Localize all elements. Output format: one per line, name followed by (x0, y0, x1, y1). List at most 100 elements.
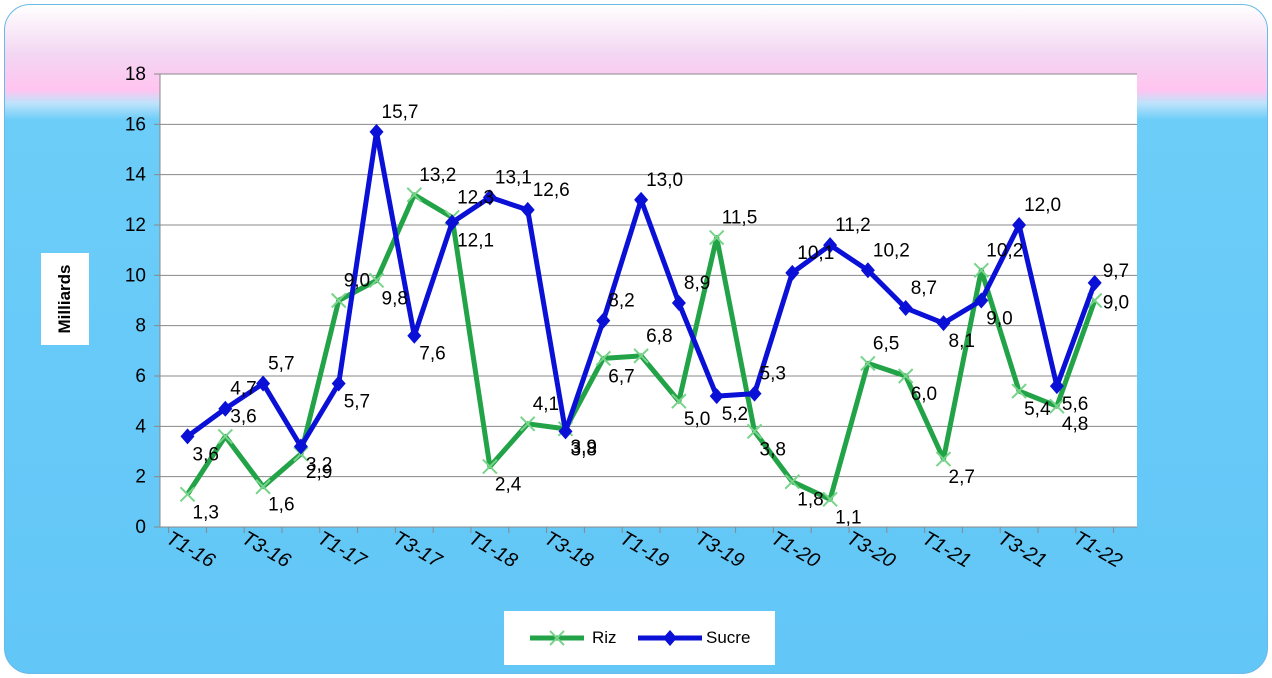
data-label: 10,2 (873, 240, 910, 261)
legend-swatch-sucre (638, 630, 702, 646)
data-label: 12,1 (457, 230, 494, 251)
data-label: 5,7 (268, 354, 294, 375)
x-tick-label: T1-16 (162, 527, 219, 573)
data-label: 8,1 (949, 331, 975, 352)
data-point (709, 388, 724, 405)
data-label: 6,7 (608, 366, 634, 387)
data-point (1012, 217, 1027, 233)
data-point (936, 315, 951, 332)
legend-item-riz: Riz (528, 625, 638, 651)
data-point (822, 491, 838, 508)
data-point (898, 300, 913, 317)
y-tick-label: 18 (125, 64, 146, 85)
data-point (520, 201, 535, 218)
data-label: 9,0 (986, 309, 1012, 330)
data-label: 3,8 (760, 439, 786, 460)
data-point (407, 327, 422, 344)
data-label: 2,9 (306, 462, 332, 483)
data-label: 6,5 (873, 333, 899, 354)
data-label: 12,6 (533, 180, 570, 201)
legend-label-riz: Riz (592, 628, 617, 647)
data-label: 12,0 (1024, 195, 1061, 216)
data-point (406, 187, 423, 203)
data-point (369, 123, 384, 140)
data-label: 10,2 (986, 240, 1023, 261)
data-point (897, 368, 914, 384)
data-label: 8,9 (684, 273, 710, 294)
x-tick-label: T1-18 (465, 527, 521, 572)
data-point (179, 486, 196, 502)
data-label: 13,1 (495, 167, 532, 188)
data-label: 5,6 (1062, 394, 1088, 415)
data-point (255, 479, 271, 495)
data-point (595, 350, 612, 367)
y-tick-label: 4 (135, 416, 146, 437)
legend-item-sucre: Sucre (636, 625, 766, 651)
data-label: 2,7 (949, 467, 975, 488)
data-point (293, 438, 308, 455)
data-label: 5,4 (1024, 399, 1051, 420)
data-point (218, 400, 233, 417)
data-label: 10,1 (797, 243, 834, 264)
data-point (860, 262, 875, 279)
data-label: 6,0 (911, 384, 937, 405)
legend-swatch-riz (530, 630, 584, 646)
data-label: 9,0 (1103, 293, 1129, 314)
y-tick-label: 2 (135, 467, 146, 488)
x-tick-label: T3-18 (540, 527, 596, 572)
x-tick-label: T3-16 (238, 527, 295, 573)
data-label: 4,1 (533, 394, 559, 415)
data-point (974, 292, 989, 309)
data-label: 15,7 (382, 102, 419, 123)
data-label: 8,7 (911, 278, 937, 299)
data-point (746, 423, 763, 440)
x-tick-label: T3-21 (994, 527, 1050, 572)
data-point (596, 312, 611, 329)
data-point (330, 292, 347, 309)
x-tick-label: T1-17 (314, 527, 371, 573)
x-tick-label: T3-17 (389, 527, 446, 573)
data-label: 1,3 (193, 502, 219, 523)
y-tick-label: 8 (135, 316, 146, 337)
y-tick-label: 10 (125, 265, 146, 286)
data-label: 13,0 (646, 170, 683, 191)
data-point (558, 423, 573, 440)
data-point (784, 473, 801, 490)
y-tick-label: 6 (135, 366, 146, 387)
data-label: 3,8 (571, 439, 597, 460)
data-point (1011, 383, 1027, 399)
y-tick-label: 12 (125, 215, 146, 236)
data-label: 2,4 (495, 475, 522, 496)
series-line-sucre (186, 129, 1098, 449)
data-point (823, 237, 838, 254)
data-label: 5,7 (344, 392, 370, 413)
data-point (445, 214, 460, 231)
data-point (634, 191, 649, 208)
data-point (935, 451, 952, 467)
data-label: 8,2 (608, 291, 634, 312)
data-label: 3,9 (571, 437, 597, 458)
data-label: 3,6 (230, 406, 256, 427)
data-label: 1,8 (797, 490, 823, 511)
data-point (217, 428, 234, 445)
legend: Riz Sucre (504, 611, 775, 665)
data-point (368, 272, 385, 289)
data-label: 11,2 (835, 215, 871, 236)
data-label: 3,6 (193, 444, 219, 465)
data-label: 7,6 (419, 344, 445, 365)
data-point (671, 295, 686, 312)
y-tick-label: 14 (125, 165, 147, 186)
x-tick-label: T3-19 (692, 527, 748, 572)
data-point (860, 355, 876, 372)
data-label: 3,2 (306, 454, 332, 475)
data-label: 11,5 (722, 208, 758, 229)
data-label: 5,2 (722, 404, 748, 425)
data-point (708, 229, 725, 246)
data-label: 12,3 (457, 187, 494, 208)
data-label: 4,8 (1062, 414, 1088, 435)
legend-label-sucre: Sucre (706, 628, 751, 647)
data-label: 4,7 (230, 379, 256, 400)
x-tick-label: T1-19 (616, 527, 672, 572)
data-label: 13,2 (419, 165, 456, 186)
